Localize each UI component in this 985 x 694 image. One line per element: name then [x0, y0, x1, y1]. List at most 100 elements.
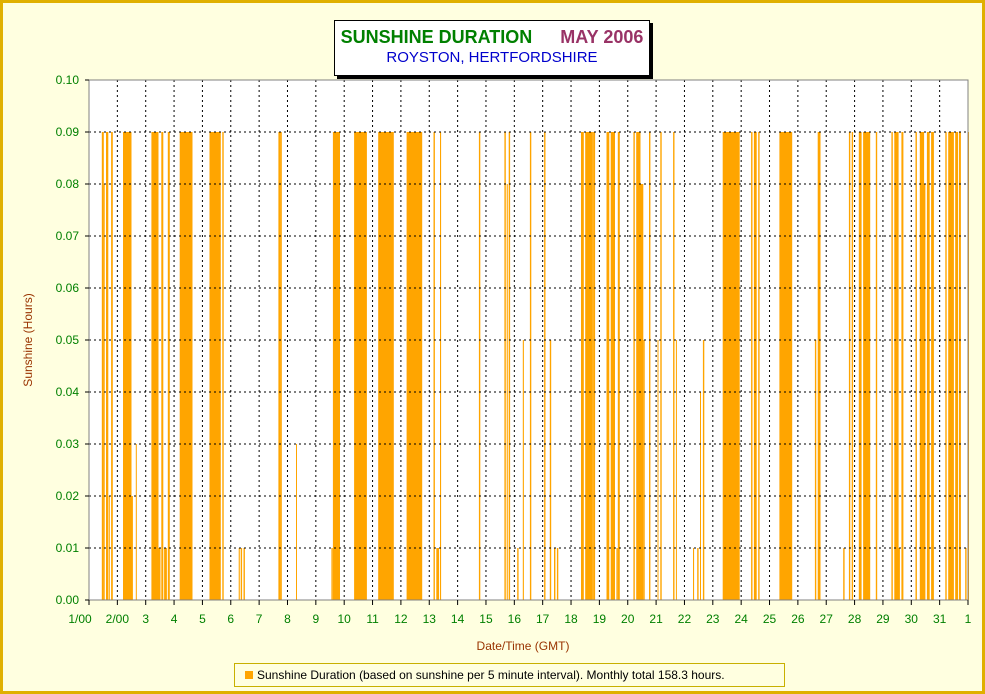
sunshine-bar [931, 132, 934, 600]
sunshine-bar [436, 548, 440, 600]
x-tick-label: 11 [366, 612, 379, 626]
sunshine-bar [164, 548, 167, 600]
sunshine-bar [610, 132, 615, 600]
sunshine-bar [955, 132, 958, 600]
sunshine-bar [945, 132, 947, 600]
x-tick-label: 27 [820, 612, 834, 626]
sunshine-bar [101, 132, 104, 600]
x-tick-label: 29 [876, 612, 890, 626]
x-tick-label: 1 [965, 612, 972, 626]
y-axis-ticks: 0.00 0.01 0.02 0.03 0.04 0.05 0.06 0.07 0.08 0.09… [56, 73, 89, 607]
sunshine-bar [948, 132, 954, 600]
sunshine-bar [643, 340, 645, 600]
sunshine-bar [673, 132, 675, 600]
x-axis-title: Date/Time (GMT) [477, 639, 570, 653]
y-tick-label: 0.04 [56, 385, 80, 399]
sunshine-bar [581, 132, 584, 600]
sunshine-bar [901, 132, 904, 600]
chart-title-line: SUNSHINE DURATION MAY 2006 [335, 26, 649, 48]
x-tick-label: 5 [199, 612, 206, 626]
sunshine-bar [440, 132, 442, 600]
x-tick-label: 2/00 [106, 612, 130, 626]
sunshine-bar [209, 132, 221, 600]
sunshine-bar [649, 132, 651, 600]
sunshine-bar [529, 132, 532, 600]
sunshine-bar [858, 132, 862, 600]
x-tick-label: 22 [678, 612, 692, 626]
y-tick-label: 0.10 [56, 73, 80, 87]
sunshine-bar [506, 184, 508, 600]
sunshine-bar [354, 132, 367, 600]
sunshine-bar [636, 132, 641, 600]
sunshine-bar [697, 548, 699, 600]
grid-layer [89, 80, 968, 600]
y-tick-label: 0.01 [56, 541, 80, 555]
sunshine-bar [660, 132, 662, 600]
legend: Sunshine Duration (based on sunshine per… [234, 663, 785, 687]
sunshine-bar [179, 132, 193, 600]
y-tick-label: 0.06 [56, 281, 80, 295]
sunshine-bar [693, 548, 695, 600]
x-tick-label: 19 [593, 612, 607, 626]
legend-label: Sunshine Duration (based on sunshine per… [257, 668, 725, 682]
sunshine-bar [779, 132, 793, 600]
x-tick-label: 13 [423, 612, 437, 626]
sunshine-bar [517, 548, 519, 600]
y-tick-label: 0.09 [56, 125, 80, 139]
sunshine-bar [504, 132, 506, 600]
y-tick-label: 0.02 [56, 489, 80, 503]
sunshine-bar [592, 132, 594, 600]
x-tick-label: 6 [227, 612, 234, 626]
sunshine-bar [702, 340, 705, 600]
sunshine-bar [843, 548, 845, 600]
sunshine-bar [657, 340, 659, 600]
sunshine-bar [606, 132, 610, 600]
chart-title: SUNSHINE DURATION [340, 27, 533, 47]
sunshine-bar [158, 548, 161, 600]
sunshine-bar [915, 132, 917, 600]
sunshine-bar [433, 132, 435, 600]
x-tick-label: 14 [451, 612, 465, 626]
x-tick-label: 24 [734, 612, 748, 626]
sunshine-bar [817, 132, 821, 600]
sunshine-bar [522, 340, 524, 600]
sunshine-bar [161, 132, 164, 600]
sunshine-bar [151, 132, 159, 600]
sunshine-bar [751, 132, 753, 600]
sunshine-bar [243, 548, 245, 600]
sunshine-bar [378, 132, 394, 600]
legend-swatch [245, 671, 253, 679]
sunshine-bar [332, 132, 340, 600]
x-tick-label: 18 [564, 612, 578, 626]
x-tick-label: 9 [312, 612, 319, 626]
sunshine-bar [863, 132, 871, 600]
sunshine-bar [238, 548, 240, 600]
sunshine-bar [331, 548, 333, 600]
x-tick-label: 10 [338, 612, 352, 626]
x-tick-label: 8 [284, 612, 291, 626]
sunshine-bar [478, 132, 481, 600]
sunshine-bar [278, 132, 281, 600]
sunshine-bar [758, 132, 760, 600]
sunshine-bar [894, 132, 899, 600]
sunshine-bar [544, 132, 546, 600]
x-tick-label: 3 [142, 612, 149, 626]
bars-layer [101, 132, 969, 600]
chart-title-month: MAY 2006 [560, 27, 644, 47]
sunshine-bar [851, 132, 854, 600]
x-tick-label: 7 [256, 612, 263, 626]
sunshine-bar [722, 132, 740, 600]
sunshine-bar [814, 340, 817, 600]
sunshine-bar [240, 548, 243, 600]
sunshine-bar [633, 132, 635, 600]
x-tick-label: 21 [649, 612, 663, 626]
sunshine-bar [554, 548, 556, 600]
x-tick-label: 15 [479, 612, 493, 626]
sunshine-bar [875, 132, 878, 600]
x-tick-label: 25 [763, 612, 777, 626]
sunshine-bar [167, 132, 170, 600]
x-tick-label: 31 [933, 612, 947, 626]
x-tick-label: 20 [621, 612, 635, 626]
sunshine-bar [556, 548, 559, 600]
